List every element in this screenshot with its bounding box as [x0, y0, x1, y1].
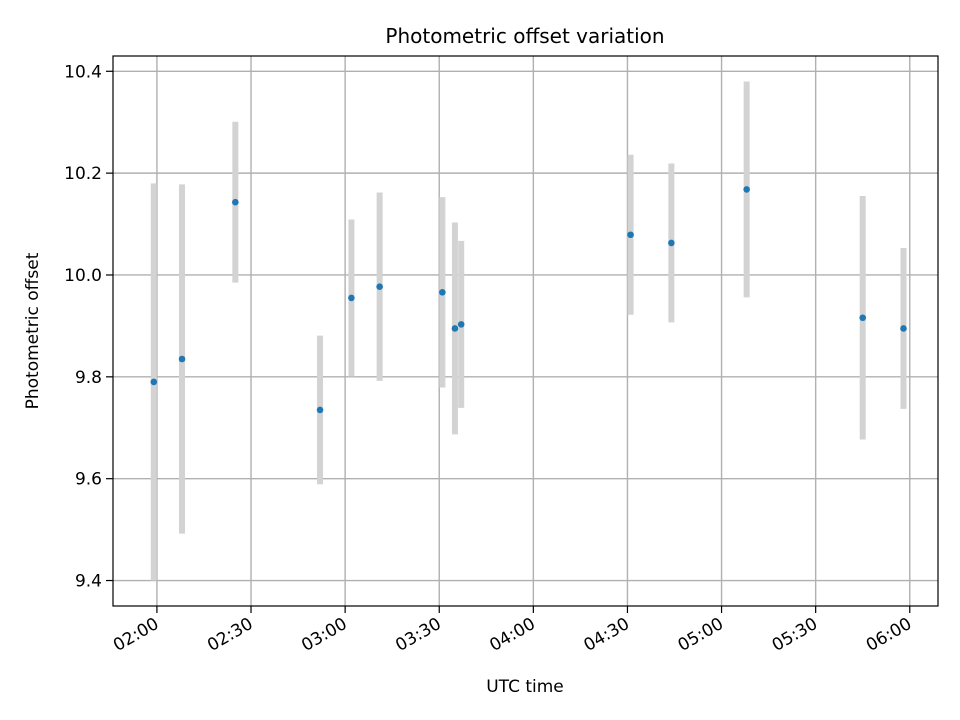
- y-tick-label: 10.2: [64, 164, 102, 184]
- data-point: [451, 325, 459, 332]
- chart-title: Photometric offset variation: [385, 24, 664, 48]
- data-point: [439, 288, 446, 296]
- grid: [113, 56, 938, 606]
- data-point: [316, 406, 324, 414]
- data-point: [457, 321, 465, 328]
- data-point: [348, 294, 355, 302]
- data-point: [178, 355, 186, 363]
- y-tick-label: 10.4: [64, 62, 102, 82]
- data-point: [743, 186, 750, 193]
- data-point: [627, 231, 634, 239]
- data-point: [859, 314, 867, 322]
- y-axis-label: Photometric offset: [23, 252, 43, 409]
- x-axis-label: UTC time: [486, 677, 564, 697]
- y-tick-label: 10.0: [64, 266, 102, 286]
- data-points: [150, 186, 907, 414]
- y-tick-label: 9.6: [75, 470, 102, 490]
- data-point: [900, 325, 907, 332]
- data-point: [150, 378, 158, 386]
- y-axis-ticks: 9.4 9.6 9.8 10.0 10.2 10.4: [64, 62, 113, 592]
- y-tick-label: 9.8: [75, 368, 102, 388]
- plot-frame: [112, 55, 939, 607]
- data-point: [232, 198, 239, 206]
- data-point: [668, 239, 675, 247]
- data-point: [376, 283, 383, 290]
- y-tick-label: 9.4: [75, 572, 102, 592]
